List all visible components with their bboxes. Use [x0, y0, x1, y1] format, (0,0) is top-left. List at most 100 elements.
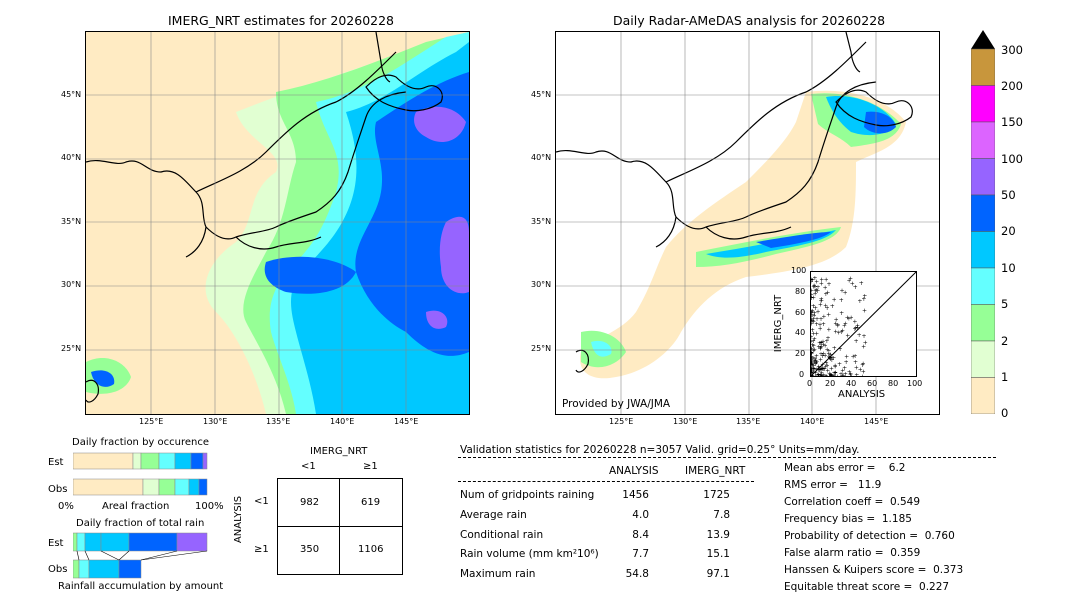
- scatter-point: +: [811, 309, 814, 316]
- scatter-point: +: [811, 370, 814, 376]
- scatter-point: +: [861, 360, 866, 367]
- inset-x-tick-0: 0: [807, 379, 813, 388]
- scatter-point: +: [811, 279, 814, 286]
- scatter-point: +: [833, 370, 838, 377]
- scatter-point: +: [831, 355, 836, 362]
- scatter-point: +: [833, 328, 838, 335]
- contingency-col-title: IMERG_NRT: [310, 446, 368, 457]
- scatter-point: +: [811, 294, 816, 301]
- inset-y-tick-20: 20: [795, 349, 806, 358]
- right-lon-tick-130: 130°E: [673, 417, 698, 426]
- scatter-point: +: [823, 373, 828, 376]
- scatter-point: +: [814, 330, 819, 337]
- left-lon-tick-125: 125°E: [139, 417, 164, 426]
- scatter-point: +: [859, 280, 864, 287]
- scatter-plot-area: ++++++++++++++++++++++++++++++++++++++++…: [811, 272, 916, 376]
- left-map: [85, 31, 470, 415]
- scatter-point: +: [811, 295, 814, 302]
- scatter-point: +: [811, 360, 814, 367]
- contingency-row-ge: ≥1: [254, 544, 269, 555]
- scatter-point: +: [825, 335, 830, 342]
- scatter-point: +: [835, 374, 840, 377]
- scatter-point: +: [832, 297, 837, 304]
- scatter-point: +: [811, 316, 814, 323]
- scatter-point: +: [820, 339, 825, 346]
- scatter-point: +: [829, 372, 834, 376]
- scatter-point: +: [860, 374, 865, 377]
- colorbar-swatch: [971, 158, 995, 196]
- scatter-point: +: [813, 305, 818, 312]
- scatter-point: +: [811, 371, 814, 377]
- scatter-point: +: [837, 361, 842, 368]
- scatter-point: +: [819, 297, 824, 304]
- scatter-point: +: [821, 351, 826, 358]
- scatter-point: +: [853, 359, 858, 366]
- scatter-point: +: [828, 352, 833, 359]
- scatter-point: +: [826, 281, 831, 288]
- scatter-point: +: [811, 358, 814, 365]
- scatter-point: +: [839, 288, 844, 295]
- scatter-point: +: [811, 287, 814, 294]
- scatter-point: +: [823, 364, 828, 371]
- inset-y-tick-60: 60: [795, 308, 806, 317]
- scatter-point: +: [811, 373, 815, 376]
- scatter-point: +: [811, 362, 815, 369]
- stat-imerg-maximum: 97.1: [706, 568, 730, 580]
- scatter-point: +: [818, 373, 823, 376]
- scatter-point: +: [847, 369, 852, 376]
- scatter-point: +: [813, 291, 818, 298]
- inset-y-tick-40: 40: [795, 328, 806, 337]
- scatter-point: +: [811, 346, 814, 353]
- stat-imerg-gridpoints: 1725: [703, 489, 730, 501]
- scatter-point: +: [811, 351, 814, 358]
- scatter-point: +: [811, 284, 816, 291]
- scatter-point: +: [811, 374, 815, 377]
- scatter-point: +: [836, 329, 841, 336]
- scatter-point: +: [816, 373, 821, 376]
- scatter-point: +: [833, 364, 838, 371]
- right-lon-tick-135: 135°E: [736, 417, 761, 426]
- colorbar-label-300: 300: [1001, 43, 1023, 57]
- scatter-point: +: [839, 310, 844, 317]
- scatter-point: +: [811, 314, 814, 321]
- scatter-point: +: [861, 344, 866, 351]
- colorbar-label-1: 1: [1001, 370, 1009, 384]
- scatter-point: +: [830, 355, 835, 362]
- scatter-point: +: [814, 279, 819, 286]
- scatter-point: +: [830, 303, 835, 310]
- validation-header: Validation statistics for 20260228 n=305…: [460, 444, 860, 456]
- scatter-point: +: [812, 336, 817, 343]
- scatter-point: +: [811, 331, 816, 338]
- left-lon-tick-130: 130°E: [203, 417, 228, 426]
- scatter-point: +: [820, 362, 825, 369]
- scatter-point: +: [828, 373, 833, 376]
- scatter-point: +: [811, 343, 816, 350]
- scatter-point: +: [847, 277, 852, 284]
- occurrence-est-bar: [73, 452, 208, 470]
- scatter-point: +: [843, 321, 848, 328]
- scatter-point: +: [829, 366, 834, 373]
- scatter-point: +: [823, 353, 828, 360]
- scatter-point: +: [819, 366, 824, 373]
- contingency-cell-c: 350: [300, 544, 320, 555]
- scatter-point: +: [811, 358, 814, 365]
- score-correlation: Correlation coeff = 0.549: [784, 496, 920, 508]
- scatter-point: +: [839, 329, 844, 336]
- scatter-point: +: [811, 308, 815, 315]
- scatter-point: +: [811, 346, 814, 353]
- inset-x-tick-40: 40: [846, 379, 857, 388]
- scatter-point: +: [853, 284, 858, 291]
- left-lat-tick-30: 30°N: [61, 280, 82, 289]
- scatter-point: +: [826, 312, 831, 319]
- colorbar-label-0: 0: [1001, 406, 1009, 420]
- scatter-point: +: [862, 308, 867, 315]
- validation-divider: [458, 457, 996, 458]
- scatter-point: +: [812, 358, 817, 365]
- scatter-point: +: [819, 343, 824, 350]
- scatter-point: +: [828, 356, 833, 363]
- scatter-point: +: [826, 351, 831, 358]
- right-lat-tick-35: 35°N: [531, 217, 552, 226]
- scatter-point: +: [812, 284, 817, 291]
- stat-analysis-volume: 7.7: [632, 548, 649, 560]
- colorbar-swatch: [971, 121, 995, 159]
